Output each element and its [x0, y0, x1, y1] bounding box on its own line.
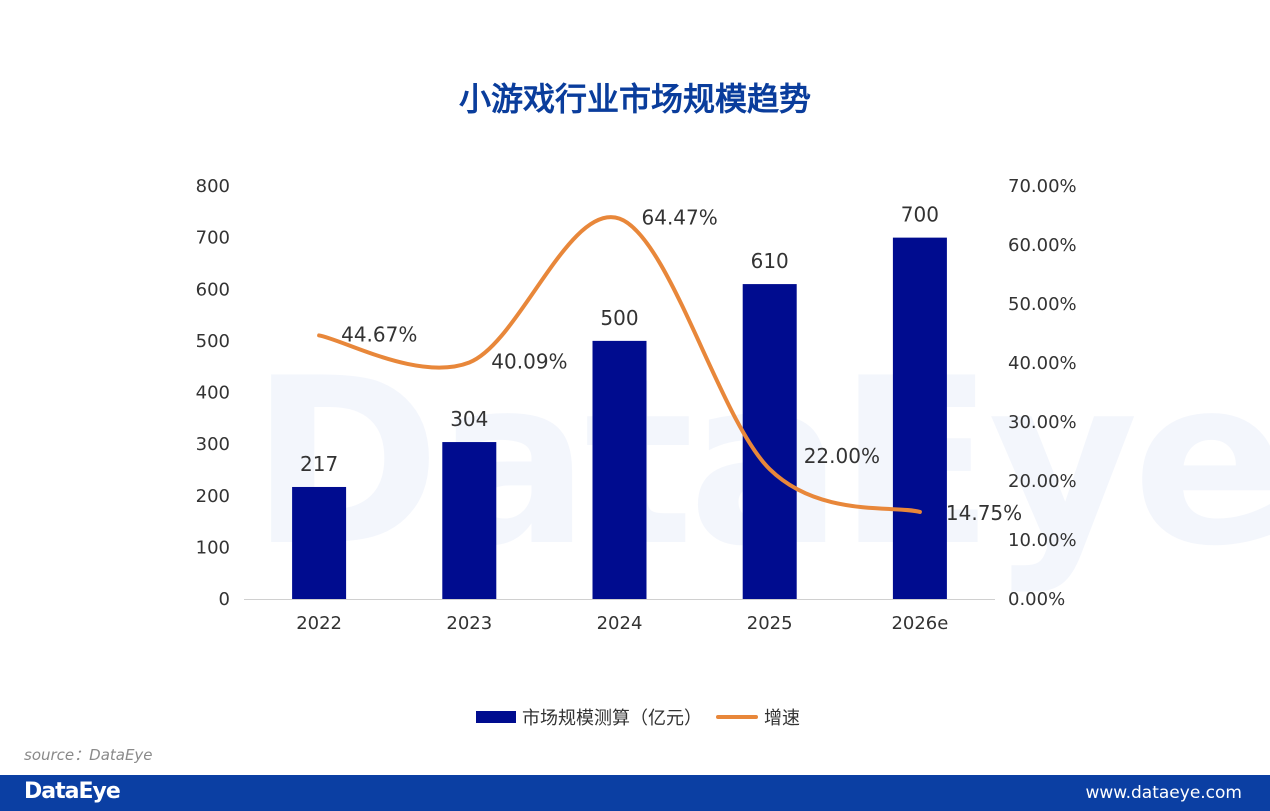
- bar-data-label: 700: [901, 203, 939, 227]
- y-left-tick-label: 300: [196, 434, 230, 455]
- y-left-tick-label: 600: [196, 279, 230, 300]
- y-left-tick-label: 700: [196, 228, 230, 249]
- x-tick-label: 2025: [747, 613, 793, 634]
- bar: [292, 486, 347, 599]
- bar-data-label: 217: [300, 452, 338, 476]
- bar-data-label: 304: [450, 407, 488, 431]
- legend: 市场规模测算（亿元） 增速: [476, 705, 800, 729]
- x-tick-label: 2023: [446, 613, 492, 634]
- y-right-tick-label: 10.00%: [1008, 530, 1077, 551]
- y-right-tick-label: 50.00%: [1008, 294, 1077, 315]
- line-data-label: 40.09%: [491, 349, 567, 373]
- x-tick-label: 2026e: [891, 613, 948, 634]
- y-left-tick-label: 100: [196, 537, 230, 558]
- y-right-tick-label: 20.00%: [1008, 471, 1077, 492]
- legend-swatch-bar: [476, 711, 516, 723]
- line-data-label: 14.75%: [946, 501, 1022, 525]
- y-left-tick-label: 0: [219, 589, 230, 610]
- legend-label-line: 增速: [764, 708, 800, 729]
- bar: [592, 340, 647, 599]
- bar-data-label: 610: [751, 249, 789, 273]
- x-tick-label: 2024: [597, 613, 643, 634]
- y-right-tick-label: 60.00%: [1008, 235, 1077, 256]
- bar: [442, 442, 497, 599]
- growth-line: [317, 215, 922, 514]
- y-left-tick-label: 800: [196, 176, 230, 197]
- footer-url-link[interactable]: www.dataeye.com: [1085, 783, 1242, 803]
- footer-logo: DataEye: [24, 779, 121, 804]
- y-left-tick-label: 200: [196, 486, 230, 507]
- legend-swatch-line: [716, 715, 758, 719]
- y-left-tick-label: 400: [196, 383, 230, 404]
- y-right-tick-label: 30.00%: [1008, 412, 1077, 433]
- footer-bar: DataEye www.dataeye.com: [0, 775, 1270, 811]
- y-right-tick-label: 40.00%: [1008, 353, 1077, 374]
- line-data-label: 22.00%: [804, 444, 880, 468]
- x-tick-label: 2022: [296, 613, 342, 634]
- chart-svg: 0 100 200 300 400 500 600 700 800 0.00% 10.00% 20.0…: [196, 176, 1077, 634]
- y-right-tick-label: 0.00%: [1008, 589, 1065, 610]
- bar: [892, 237, 947, 599]
- line-data-label: 44.67%: [341, 322, 417, 346]
- chart-title: 小游戏行业市场规模趋势: [458, 80, 811, 118]
- legend-label-bar: 市场规模测算（亿元）: [522, 708, 702, 729]
- bar-data-label: 500: [600, 306, 638, 330]
- bar: [742, 284, 797, 599]
- y-left-tick-label: 500: [196, 331, 230, 352]
- line-data-label: 64.47%: [642, 206, 718, 230]
- source-note: source：DataEye: [24, 746, 153, 764]
- y-right-tick-label: 70.00%: [1008, 176, 1077, 197]
